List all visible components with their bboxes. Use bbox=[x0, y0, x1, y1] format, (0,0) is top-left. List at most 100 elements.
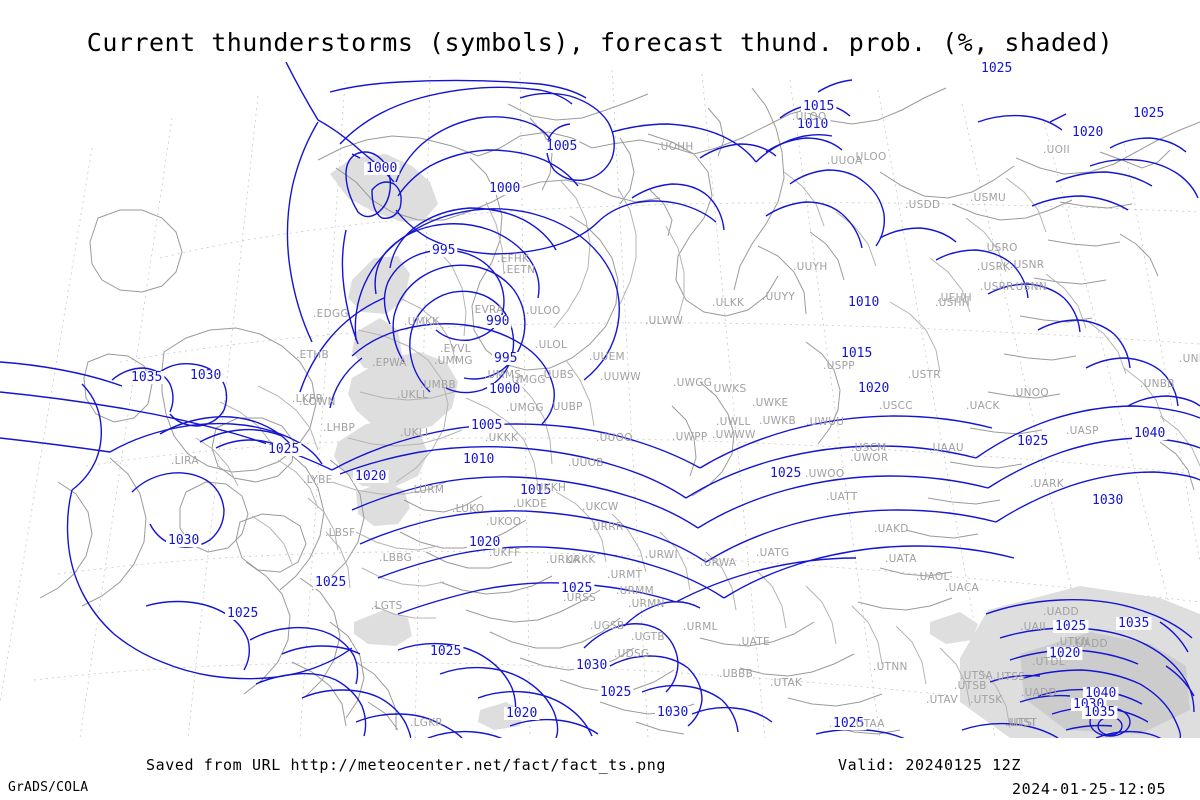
station-label: .UWUU bbox=[806, 416, 844, 428]
station-label: .UUYY bbox=[762, 291, 795, 303]
station-label: .URKA bbox=[546, 554, 580, 566]
station-label: .URSS bbox=[563, 592, 596, 604]
isobar-label: 1020 bbox=[858, 381, 889, 396]
isobar-label: 1005 bbox=[471, 418, 502, 433]
station-label: .UOII bbox=[1043, 144, 1070, 156]
map-canvas[interactable]: 1000 1005 1000 995 990 995 1000 1005 1010 1015 102… bbox=[0, 62, 1200, 738]
station-label: .UWKS bbox=[710, 383, 746, 395]
station-label: .UKLI bbox=[400, 427, 428, 439]
isobar-label-group: 1000 bbox=[364, 161, 400, 176]
station-label: .LBSF bbox=[325, 527, 355, 539]
station-label: .URMM bbox=[616, 585, 654, 597]
isobar-label: 1025 bbox=[833, 716, 864, 731]
station-label: .UKDE bbox=[513, 498, 547, 510]
isobar-label-group: 1000 bbox=[487, 181, 523, 196]
station-label: .UATA bbox=[885, 553, 917, 565]
isobar-label: 1000 bbox=[489, 181, 520, 196]
station-label: .UATE bbox=[738, 636, 770, 648]
station-label: .UTSK bbox=[970, 694, 1003, 706]
isobar-label-group: 1015 bbox=[518, 483, 554, 498]
isobar-label-layer: 1000 1005 1000 995 990 995 1000 1005 1010 1015 102… bbox=[129, 62, 1168, 731]
station-label: .UKKK bbox=[485, 432, 519, 444]
station-label: .LURM bbox=[410, 484, 444, 496]
station-label: .UMKK bbox=[404, 316, 440, 328]
station-label: .UKCW bbox=[582, 501, 619, 513]
station-label: .UMGG bbox=[508, 374, 546, 386]
station-label: .UACK bbox=[966, 400, 1001, 412]
station-label: .UATT bbox=[826, 491, 858, 503]
station-label: .UKLL bbox=[397, 389, 428, 401]
station-label: .UAII bbox=[1020, 621, 1046, 633]
station-label: .USCM bbox=[851, 442, 887, 454]
station-label: .ULOO bbox=[852, 151, 887, 163]
station-label: .UNOO bbox=[1012, 387, 1049, 399]
station-label: .UUBP bbox=[549, 401, 583, 413]
isobar-label-group: 1040 bbox=[1083, 686, 1119, 701]
isobar-label-group: 1005 bbox=[544, 139, 580, 154]
isobar-label: 1020 bbox=[1049, 646, 1080, 661]
isobar-label-group: 1030 bbox=[166, 533, 202, 548]
coastline-layer bbox=[39, 87, 1200, 735]
station-label: .UUOO bbox=[596, 432, 633, 444]
station-label: .UMMS bbox=[484, 369, 521, 381]
station-label: .UWOR bbox=[850, 452, 888, 464]
isobar-label: 1025 bbox=[268, 442, 299, 457]
isobar-label: 1030 bbox=[1092, 493, 1123, 508]
station-label: .UBBB bbox=[719, 668, 753, 680]
isobar-label: 1015 bbox=[803, 99, 834, 114]
station-label: .LGTS bbox=[371, 600, 403, 612]
isobar-label-group: 1010 bbox=[846, 295, 882, 310]
station-label: .URMN bbox=[628, 598, 665, 610]
station-label: .UEHH bbox=[937, 292, 972, 304]
page-title: Current thunderstorms (symbols), forecas… bbox=[86, 28, 1114, 57]
isobar-label: 1025 bbox=[600, 685, 631, 700]
station-label: .UMBB bbox=[420, 379, 456, 391]
station-label: .USNR bbox=[1010, 259, 1044, 271]
station-label: .UWKE bbox=[752, 397, 788, 409]
station-label: .LBBG bbox=[379, 552, 412, 564]
station-label: .EETN bbox=[503, 264, 535, 276]
isobar-label-group: 1010 bbox=[795, 117, 831, 132]
isobar-label: 1000 bbox=[366, 161, 397, 176]
station-label: .UKOO bbox=[486, 516, 521, 528]
isobar-label-group: 1040 bbox=[1132, 426, 1168, 441]
isobar-label: 1030 bbox=[168, 533, 199, 548]
station-label: .UWGG bbox=[673, 377, 712, 389]
station-label: .EVRA bbox=[471, 304, 504, 316]
station-label: .LIRA bbox=[171, 455, 199, 467]
generation-timestamp: 2024-01-25-12:05 bbox=[1012, 780, 1167, 798]
isobar-label-group: 1025 bbox=[313, 575, 349, 590]
isobar-label: 995 bbox=[494, 351, 517, 366]
station-label: .USPP bbox=[823, 360, 855, 372]
isobar-label: 1025 bbox=[1055, 619, 1086, 634]
isobar-label: 1025 bbox=[1133, 106, 1164, 121]
station-label: .UNNT bbox=[1179, 353, 1200, 365]
station-label: .UARK bbox=[1030, 478, 1065, 490]
station-label: .URML bbox=[683, 621, 718, 633]
station-label: .ULOO bbox=[526, 305, 561, 317]
isobar-label: 1030 bbox=[657, 705, 688, 720]
station-label: .UWKB bbox=[759, 415, 796, 427]
station-label: .UASP bbox=[1066, 425, 1099, 437]
isobar-label: 995 bbox=[432, 243, 455, 258]
station-label: .UAKD bbox=[874, 523, 909, 535]
station-label: .UUOA bbox=[827, 155, 863, 167]
isobar-label-group: 1025 bbox=[428, 644, 464, 659]
station-label: .UWWW bbox=[712, 429, 756, 441]
station-label: .URWI bbox=[645, 549, 678, 561]
station-label: .URRR bbox=[589, 521, 623, 533]
station-label: .USHH bbox=[935, 297, 970, 309]
isobar-label-group: 1020 bbox=[504, 706, 540, 721]
isobar-label-group: 990 bbox=[484, 314, 512, 329]
isobar-label: 1000 bbox=[489, 382, 520, 397]
isobar-label: 1030 bbox=[190, 368, 221, 383]
isobar-label-group: 1005 bbox=[469, 418, 505, 433]
station-label: .URWA bbox=[700, 557, 737, 569]
station-label: .UNBB bbox=[1140, 378, 1175, 390]
isobar-label-group: 1025 bbox=[1053, 619, 1089, 634]
station-label: .UTDL bbox=[1032, 656, 1065, 668]
station-label: .LYBE bbox=[303, 474, 333, 486]
isobar-label: 1025 bbox=[315, 575, 346, 590]
isobar-label-group: 1035 bbox=[1116, 616, 1152, 631]
isobar-label: 1010 bbox=[463, 452, 494, 467]
